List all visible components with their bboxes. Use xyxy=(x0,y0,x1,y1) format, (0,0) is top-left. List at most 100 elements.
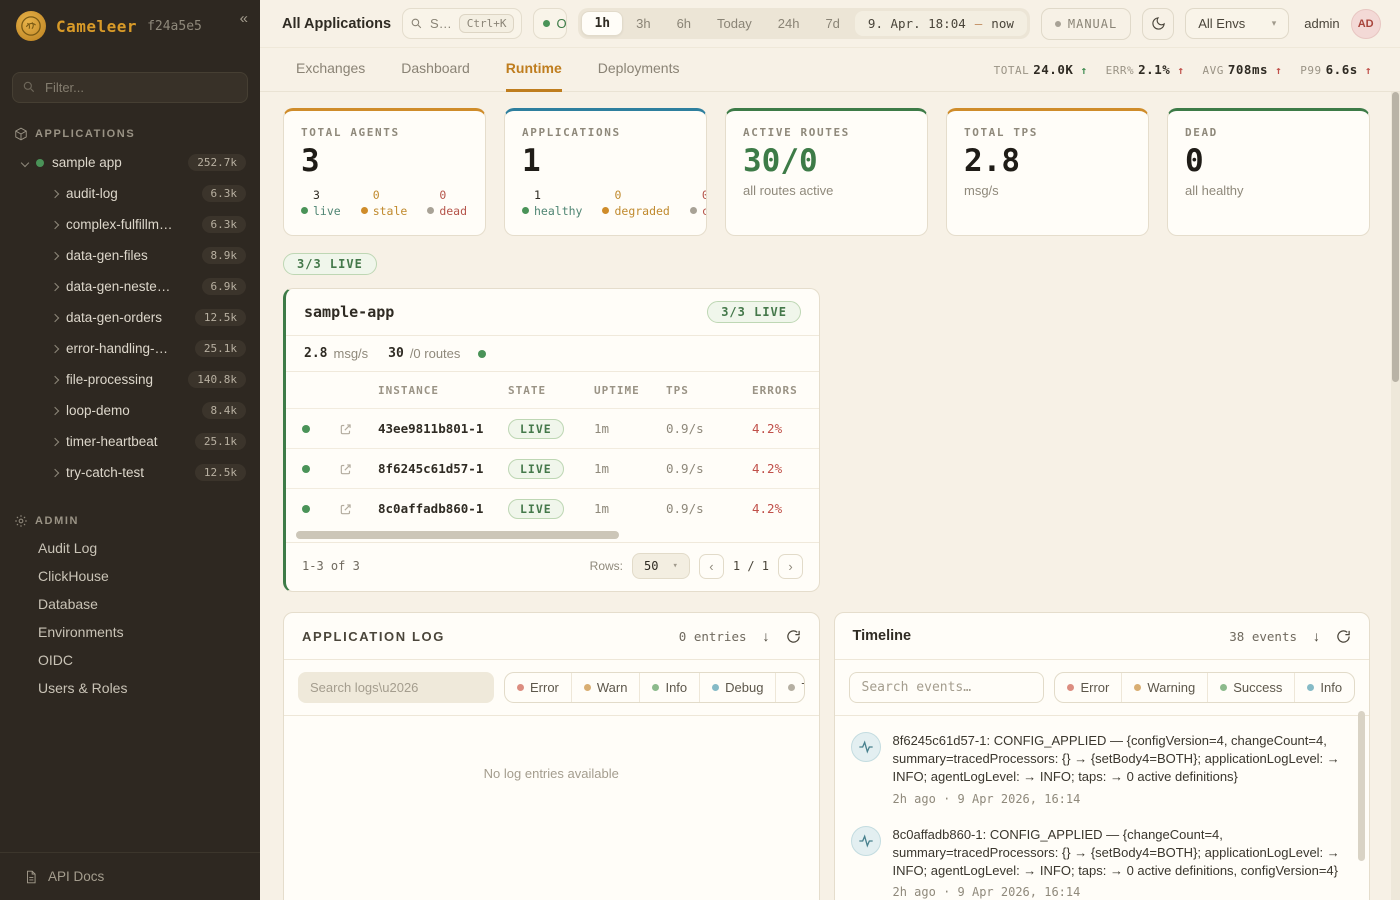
dot-icon xyxy=(652,684,660,691)
tree-item-label: loop-demo xyxy=(66,403,130,418)
admin-section-header: ADMIN xyxy=(0,488,260,534)
sidebar-item-audit-log[interactable]: Audit Log xyxy=(38,540,98,556)
table-row[interactable]: 8f6245c61d57-1 LIVE 1m 0.9/s 4.2% 1 xyxy=(286,448,819,488)
sidebar-item-environments[interactable]: Environments xyxy=(38,624,124,640)
chevron-right-icon[interactable] xyxy=(50,282,60,291)
tree-item[interactable]: audit-log 6.3k xyxy=(0,178,260,209)
external-link-icon[interactable] xyxy=(326,462,366,476)
filter-debug[interactable]: Debug xyxy=(699,673,775,702)
sort-direction-icon[interactable]: ↓ xyxy=(1313,628,1320,644)
main-area: All Applications S… Ctrl+K O 1h 3h 6h To… xyxy=(260,0,1400,900)
range-3h[interactable]: 3h xyxy=(636,16,651,31)
list-item[interactable]: 8f6245c61d57-1: CONFIG_APPLIED — {config… xyxy=(849,722,1354,816)
external-link-icon[interactable] xyxy=(326,422,366,436)
sidebar-item-oidc[interactable]: OIDC xyxy=(38,652,73,668)
filter-warn[interactable]: Warn xyxy=(570,673,640,702)
trend-up-icon: ↑ xyxy=(1080,64,1088,77)
page-title: All Applications xyxy=(282,15,392,32)
log-panel-header: APPLICATION LOG 0 entries ↓ xyxy=(284,613,819,660)
dot-icon xyxy=(301,207,308,215)
tree-item[interactable]: data-gen-neste… 6.9k xyxy=(0,271,260,302)
chevron-right-icon[interactable] xyxy=(50,220,60,229)
event-search-input[interactable] xyxy=(848,672,1045,703)
theme-toggle-button[interactable] xyxy=(1142,7,1175,40)
custom-range-display[interactable]: 9. Apr. 18:04 – now xyxy=(854,11,1027,36)
log-level-filters: Error Warn Info Debug Trace xyxy=(504,672,805,703)
list-item[interactable]: 8c0affadb860-1: CONFIG_APPLIED — {change… xyxy=(849,816,1354,900)
chevron-right-icon[interactable] xyxy=(50,189,60,198)
filter-warning[interactable]: Warning xyxy=(1121,673,1207,702)
range-1h[interactable]: 1h xyxy=(581,11,624,36)
tab-exchanges[interactable]: Exchanges xyxy=(296,60,366,76)
tree-item[interactable]: loop-demo 8.4k xyxy=(0,395,260,426)
event-timestamp: 2h ago · 9 Apr 2026, 16:14 xyxy=(892,791,1081,806)
main-scrollbar[interactable] xyxy=(1391,92,1400,900)
tab-deployments[interactable]: Deployments xyxy=(597,60,680,76)
range-7d[interactable]: 7d xyxy=(825,16,840,31)
stat-avg: AVG 708ms ↑ xyxy=(1202,62,1283,77)
instance-table: INSTANCE STATE UPTIME TPS ERRORS H 43ee9… xyxy=(286,372,819,528)
tab-dashboard[interactable]: Dashboard xyxy=(401,60,470,76)
filter-success[interactable]: Success xyxy=(1207,673,1294,702)
range-today[interactable]: Today xyxy=(717,16,752,31)
filter-error[interactable]: Error xyxy=(505,673,571,702)
external-link-icon[interactable] xyxy=(326,502,366,516)
filter-info[interactable]: Info xyxy=(639,673,699,702)
next-page-button[interactable]: › xyxy=(778,553,803,579)
avatar[interactable]: AD xyxy=(1350,8,1381,39)
filter-info[interactable]: Info xyxy=(1294,673,1354,702)
filter-trace[interactable]: Trace xyxy=(775,673,804,702)
tree-item[interactable]: file-processing 140.8k xyxy=(0,364,260,395)
chevron-right-icon[interactable] xyxy=(50,375,60,384)
count-badge: 8.4k xyxy=(201,402,246,419)
tps-cell: 0.9/s xyxy=(666,421,704,436)
chevron-down-icon[interactable] xyxy=(20,158,30,167)
tree-item-label: complex-fulfillm… xyxy=(66,217,173,232)
tree-item[interactable]: error-handling-… 25.1k xyxy=(0,333,260,364)
table-row[interactable]: 8c0affadb860-1 LIVE 1m 0.9/s 4.2% 1 xyxy=(286,488,819,528)
refresh-icon[interactable] xyxy=(1336,629,1351,644)
chevron-right-icon[interactable] xyxy=(50,468,60,477)
chevron-right-icon[interactable] xyxy=(50,251,60,260)
sidebar-collapse-icon[interactable]: « xyxy=(239,10,248,27)
chevron-right-icon[interactable] xyxy=(50,313,60,322)
global-search-button[interactable]: S… Ctrl+K xyxy=(402,8,523,39)
horizontal-scrollbar[interactable] xyxy=(296,531,809,539)
log-search-input[interactable] xyxy=(298,672,494,703)
rows-per-page-select[interactable]: 50 ▾ xyxy=(632,553,690,579)
sidebar-item-database[interactable]: Database xyxy=(38,596,98,612)
sidebar-item-users-roles[interactable]: Users & Roles xyxy=(38,680,128,696)
chevron-right-icon[interactable] xyxy=(50,437,60,446)
timeline-scrollbar[interactable] xyxy=(1358,711,1365,861)
range-24h[interactable]: 24h xyxy=(777,16,800,31)
tree-item[interactable]: timer-heartbeat 25.1k xyxy=(0,426,260,457)
filter-error[interactable]: Error xyxy=(1055,673,1121,702)
tree-item[interactable]: data-gen-orders 12.5k xyxy=(0,302,260,333)
env-select[interactable]: All Envs ▾ xyxy=(1185,8,1290,39)
chevron-right-icon[interactable] xyxy=(50,406,60,415)
sort-direction-icon[interactable]: ↓ xyxy=(762,628,770,644)
table-row[interactable]: 43ee9811b801-1 LIVE 1m 0.9/s 4.2% 1 xyxy=(286,408,819,448)
prev-page-button[interactable]: ‹ xyxy=(698,553,724,579)
refresh-icon[interactable] xyxy=(786,629,801,644)
refresh-mode-button[interactable]: MANUAL xyxy=(1040,7,1132,40)
tab-runtime[interactable]: Runtime xyxy=(505,48,562,92)
tree-item[interactable]: try-catch-test 12.5k xyxy=(0,457,260,488)
tree-root-sample-app[interactable]: sample app 252.7k xyxy=(0,147,260,178)
api-docs-link[interactable]: API Docs xyxy=(0,852,260,900)
card-label: TOTAL AGENTS xyxy=(301,126,400,139)
sidebar-item-clickhouse[interactable]: ClickHouse xyxy=(38,568,109,584)
online-status-button[interactable]: O xyxy=(533,8,568,39)
range-6h[interactable]: 6h xyxy=(676,16,692,31)
chevron-right-icon[interactable] xyxy=(50,344,60,353)
chevron-down-icon: ▾ xyxy=(1271,18,1277,28)
column-header: INSTANCE xyxy=(378,383,439,397)
filter-input[interactable] xyxy=(12,72,248,103)
header-stats: TOTAL 24.0K ↑ ERR% 2.1% ↑ AVG 708ms ↑ P99 6.… xyxy=(994,62,1372,77)
dot-icon xyxy=(427,207,435,215)
application-name[interactable]: sample-app xyxy=(304,303,395,321)
tree-item[interactable]: data-gen-files 8.9k xyxy=(0,240,260,271)
live-summary-badge-row: 3/3 LIVE xyxy=(283,253,1370,275)
tree-item[interactable]: complex-fulfillm… 6.3k xyxy=(0,209,260,240)
